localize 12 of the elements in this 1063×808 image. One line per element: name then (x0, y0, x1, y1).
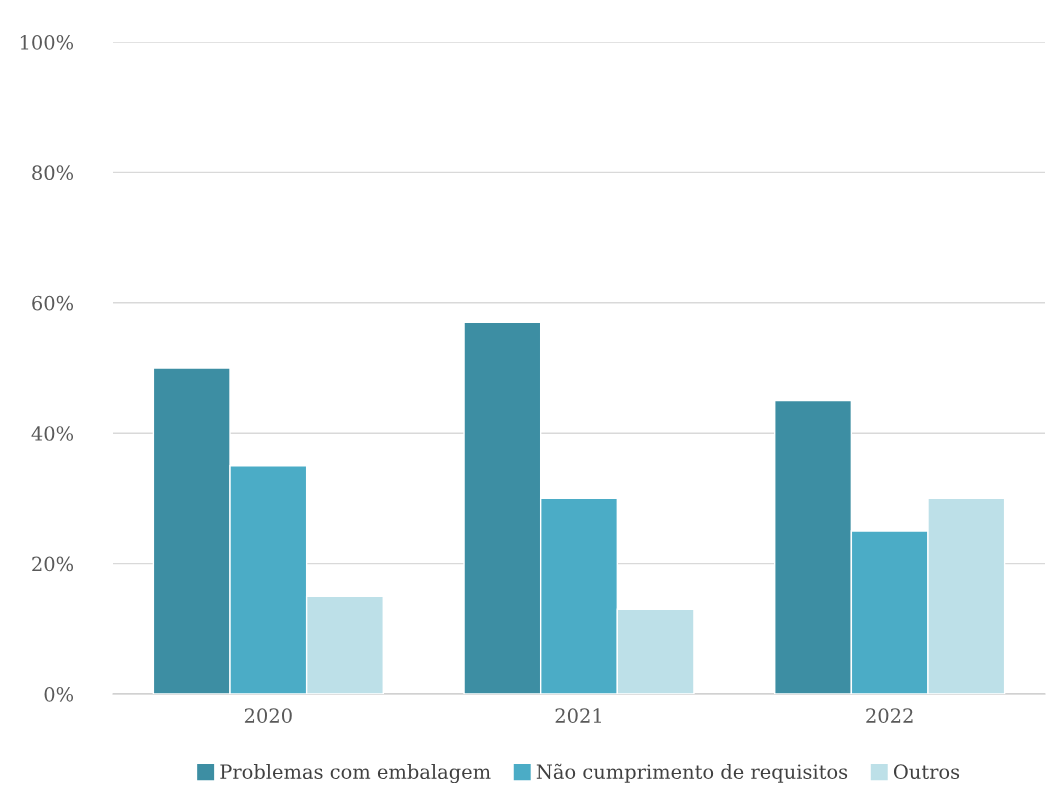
legend-label: Outros (893, 764, 960, 780)
legend-label: Problemas com embalagem (220, 763, 491, 784)
y-tick-label: 80% (32, 165, 74, 181)
y-tick-label: 40% (31, 426, 74, 441)
y-tick-label: 20% (32, 556, 74, 572)
legend-label: Não cumprimento de requisitos (536, 763, 848, 783)
x-tick-label: 2021 (555, 708, 601, 723)
y-tick-label: 0% (44, 686, 74, 702)
y-tick-label: 60% (32, 295, 74, 311)
x-tick-label: 2020 (244, 708, 292, 723)
y-tick-label: 100% (20, 34, 74, 50)
x-tick-label: 2022 (866, 708, 913, 723)
